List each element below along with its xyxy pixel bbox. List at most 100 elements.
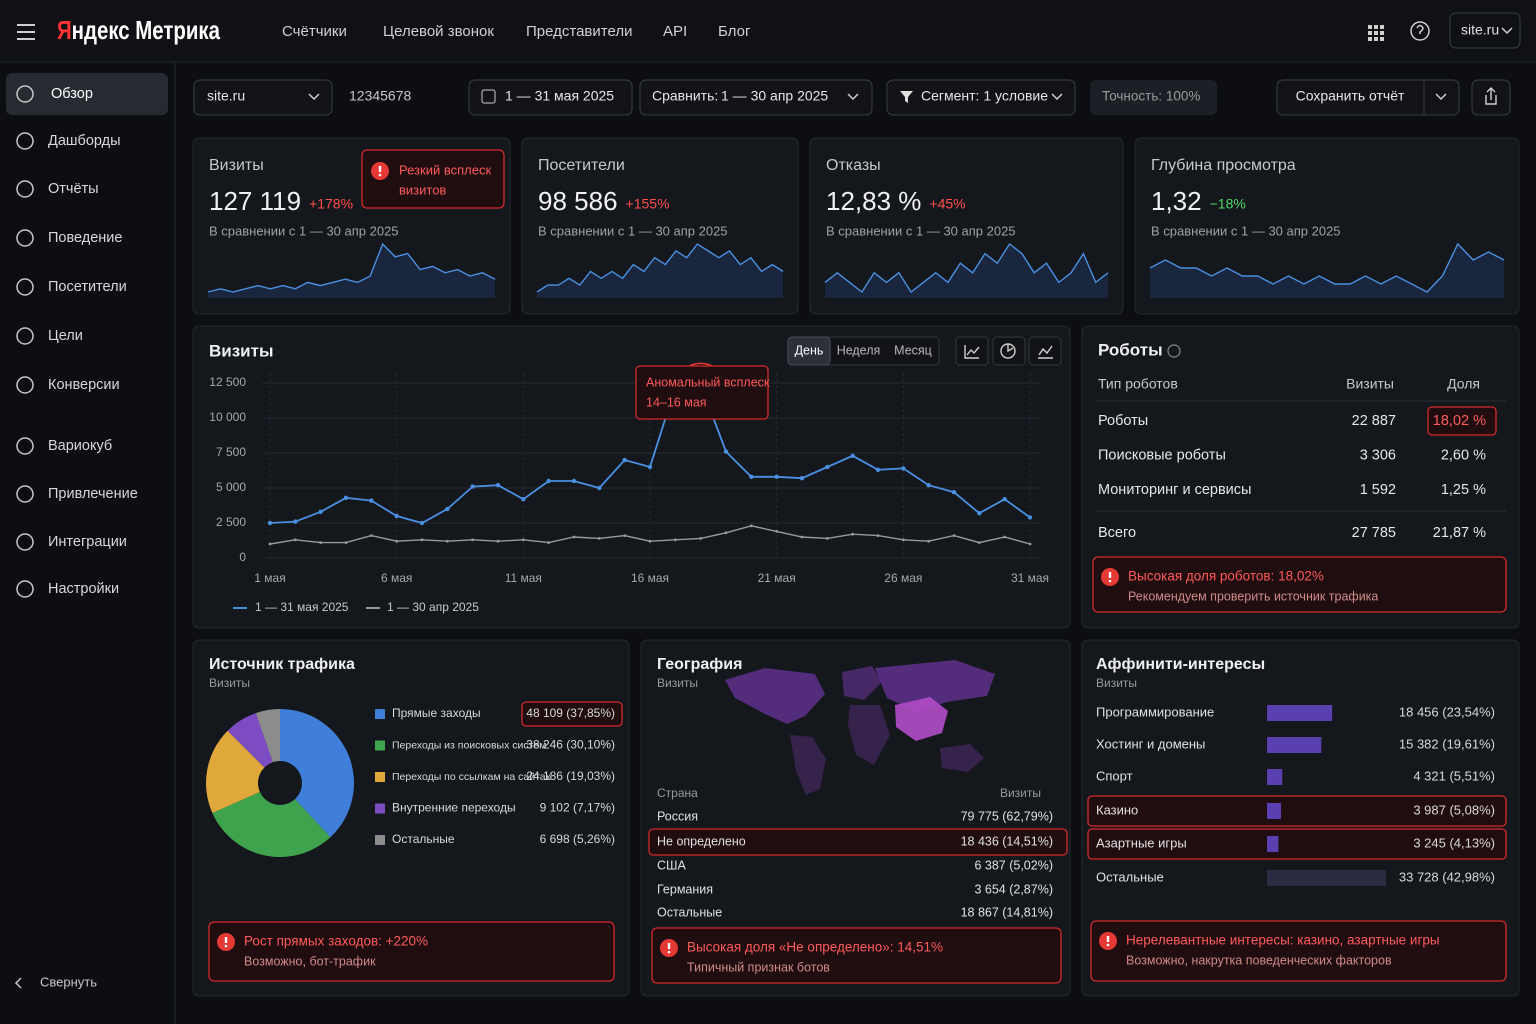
sparkline-area (537, 244, 783, 298)
bar (1267, 705, 1333, 721)
alert (1090, 920, 1507, 982)
pie-slice (255, 709, 280, 763)
annotation (635, 365, 769, 420)
help-icon[interactable] (1410, 21, 1430, 41)
alert-text: Рекомендуем проверить источник трафика (1128, 589, 1378, 603)
table-cell: 18 867 (14,81%) (961, 905, 1053, 919)
label: site.ru (207, 88, 245, 104)
panel-subtitle: Визиты (209, 676, 250, 690)
kpi-title: Глубина просмотра (1151, 157, 1296, 174)
y-tick-label: 0 (239, 550, 246, 564)
table-cell: 18,02 % (1433, 413, 1486, 429)
category-label: Хостинг и домены (1096, 736, 1205, 751)
data-point (395, 539, 399, 543)
alert-icon-dot (667, 950, 671, 954)
apps-icon (1380, 25, 1384, 29)
sidebar-item[interactable]: Настройки (48, 581, 119, 597)
save-button[interactable] (1276, 79, 1460, 116)
data-point (673, 538, 677, 542)
kpi-title: Визиты (209, 157, 264, 174)
data-point (344, 541, 348, 544)
map-region (940, 744, 984, 772)
sidebar-item[interactable]: Обзор (51, 86, 93, 102)
apps-icon (1368, 31, 1372, 35)
compare-select[interactable] (639, 79, 873, 116)
x-tick-label: 11 мая (505, 571, 542, 585)
kpi-alert-text: визитов (399, 182, 446, 197)
chevron-icon (1051, 93, 1063, 101)
table-cell: Не определено (657, 834, 746, 848)
chevron-icon (847, 93, 859, 101)
panel-title: Источник трафика (209, 656, 355, 673)
table-cell: 3 306 (1360, 447, 1396, 463)
apps-icon (1374, 37, 1378, 41)
sidebar-item[interactable]: Отчёты (48, 181, 99, 197)
alert-icon-bar (1108, 572, 1112, 578)
kpi-compare: В сравнении с 1 — 30 апр 2025 (209, 223, 399, 238)
kpi-delta: +45% (929, 196, 965, 212)
kpi-alert-text: Резкий всплеск (399, 162, 491, 177)
value-label: 18 456 (23,54%) (1399, 704, 1495, 719)
help-icon-mark (1416, 24, 1424, 34)
panel-title: География (657, 656, 742, 673)
kpi-delta: −18% (1210, 196, 1246, 212)
data-point (546, 478, 551, 484)
table-cell: США (657, 858, 686, 872)
sidebar-item[interactable]: Дашборды (48, 133, 121, 149)
nav-link[interactable]: Целевой звонок (383, 23, 494, 40)
bar (1267, 737, 1322, 753)
table-cell: 1,25 % (1441, 482, 1486, 498)
segment-select[interactable] (886, 79, 1076, 116)
kpi-delta: +178% (309, 196, 353, 212)
period-select[interactable] (468, 79, 633, 116)
data-point (521, 538, 525, 542)
y-tick-label: 10 000 (209, 410, 246, 424)
collapse-icon (14, 977, 22, 989)
table-cell: Остальные (657, 905, 722, 919)
alert-icon-bar (224, 937, 228, 943)
label: Сегмент: 1 условие (921, 88, 1048, 104)
period-button[interactable]: День (795, 343, 824, 357)
column-header: Доля (1447, 376, 1480, 392)
nav-link[interactable]: Представители (526, 23, 632, 40)
nav-link[interactable]: Счётчики (282, 23, 347, 40)
category-label: Казино (1096, 802, 1138, 817)
nav-link[interactable]: API (663, 23, 687, 40)
sidebar-item[interactable]: Поведение (48, 230, 122, 246)
filter-icon (900, 91, 913, 103)
label: Точность: 100% (1102, 89, 1200, 104)
data-point (952, 534, 956, 537)
sidebar-item[interactable]: Вариокуб (48, 438, 112, 454)
period-button[interactable]: Месяц (894, 343, 932, 357)
annotation-title: Аномальный всплеск (646, 375, 770, 389)
table-cell: 6 387 (5,02%) (974, 858, 1053, 872)
collapse[interactable]: Свернуть (40, 974, 97, 989)
sidebar-item[interactable]: Конверсии (48, 377, 120, 393)
data-point (394, 513, 399, 519)
sidebar-item[interactable]: Цели (48, 328, 83, 344)
alert-icon-bar (1106, 936, 1110, 942)
value-label: 33 728 (42,98%) (1399, 869, 1495, 884)
nav-link[interactable]: Блог (718, 23, 751, 40)
sidebar-item[interactable]: Посетители (48, 279, 127, 295)
site-menu[interactable] (1449, 12, 1521, 49)
x-tick-label: 16 мая (631, 571, 669, 585)
sidebar-item[interactable]: Привлечение (48, 486, 138, 502)
data-point (724, 531, 728, 535)
alert (208, 921, 615, 982)
panel (521, 137, 799, 315)
x-tick-label: 6 мая (381, 571, 412, 585)
pie-slice (280, 709, 354, 838)
calendar-icon (481, 89, 496, 104)
table-cell: 3 654 (2,87%) (974, 882, 1053, 896)
period-button[interactable]: Неделя (837, 343, 881, 357)
category-label: Остальные (1096, 869, 1164, 884)
sidebar-item[interactable]: Интеграции (48, 534, 127, 550)
y-tick-label: 2 500 (216, 515, 246, 529)
alert-icon-dot (378, 173, 382, 177)
data-point (927, 539, 931, 543)
value-label: 24 186 (19,03%) (526, 769, 615, 783)
alert-icon-dot (1106, 943, 1110, 947)
alert-text: Возможно, накрутка поведенческих факторо… (1126, 953, 1392, 967)
site-select[interactable] (193, 79, 333, 116)
